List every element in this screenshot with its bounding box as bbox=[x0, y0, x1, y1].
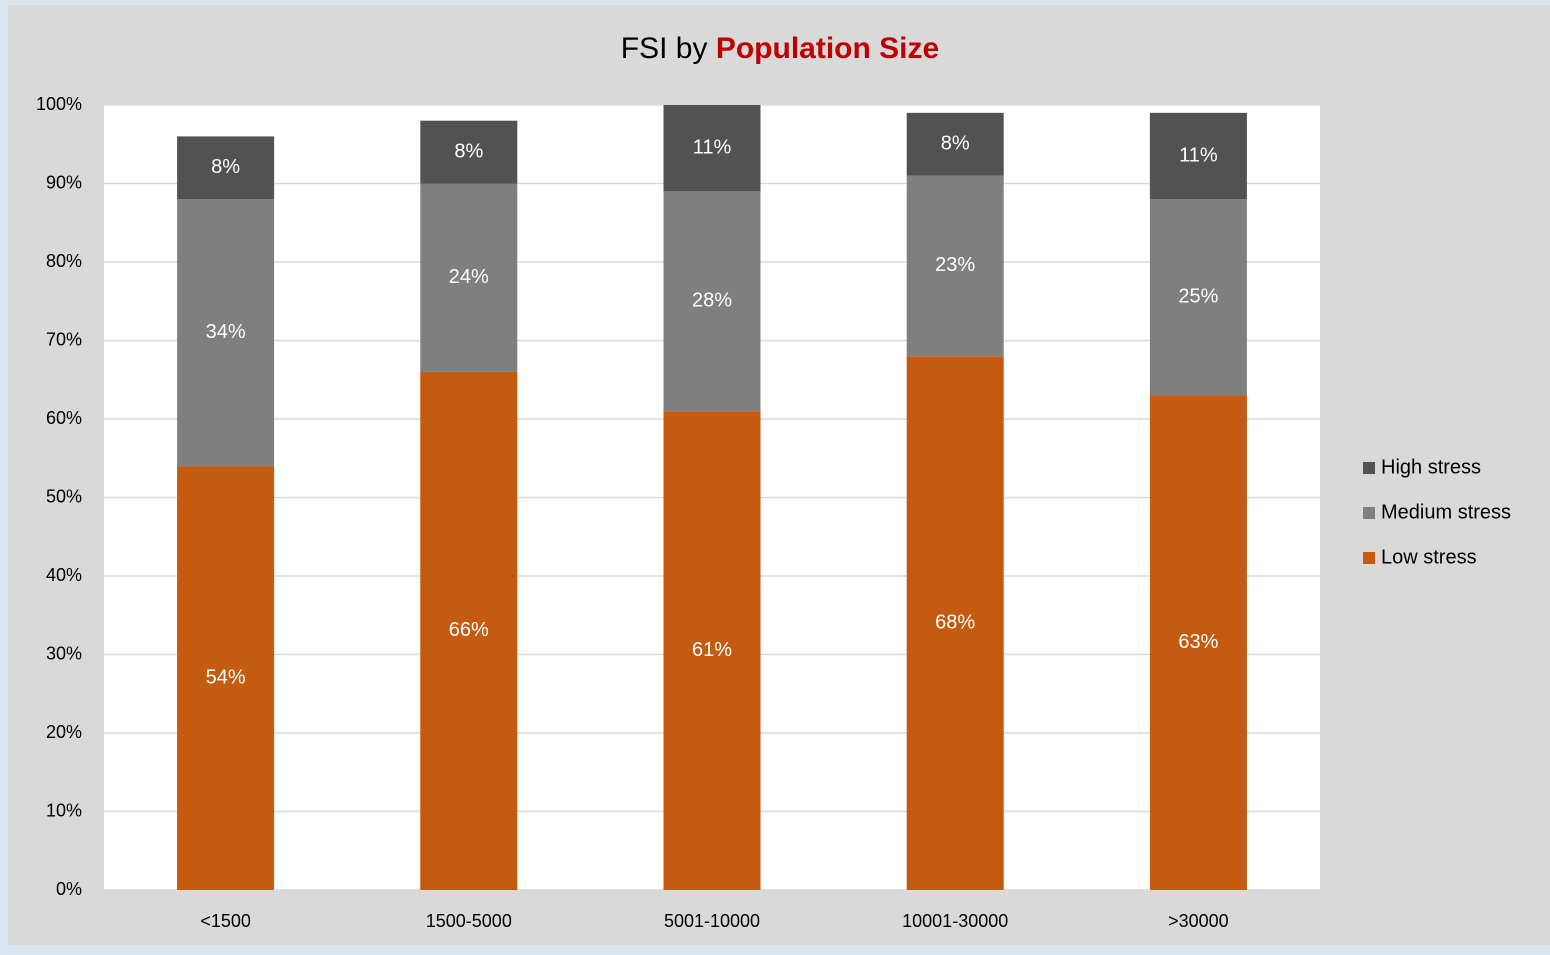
legend-label: Low stress bbox=[1381, 546, 1477, 568]
bar-segment bbox=[177, 199, 275, 467]
x-tick-label: 10001-30000 bbox=[902, 911, 1008, 931]
bar-segment bbox=[1149, 395, 1247, 890]
legend-label: Medium stress bbox=[1381, 501, 1511, 523]
data-label: 61% bbox=[692, 639, 732, 661]
y-tick-label: 10% bbox=[46, 800, 82, 820]
data-label: 63% bbox=[1178, 631, 1218, 653]
data-label: 34% bbox=[206, 321, 246, 343]
y-tick-label: 0% bbox=[56, 879, 82, 899]
legend-swatch bbox=[1363, 552, 1375, 564]
bar-segment bbox=[420, 371, 518, 890]
legend-label: High stress bbox=[1381, 456, 1481, 478]
bar-segment bbox=[177, 136, 275, 200]
y-tick-label: 50% bbox=[46, 486, 82, 506]
data-label: 8% bbox=[211, 156, 240, 178]
bar-segment bbox=[420, 120, 518, 184]
data-label: 23% bbox=[935, 254, 975, 276]
data-label: 11% bbox=[693, 136, 732, 158]
x-tick-label: >30000 bbox=[1168, 911, 1229, 931]
title-text: FSI by bbox=[621, 32, 708, 65]
bar-segment bbox=[906, 356, 1004, 890]
bar-segment bbox=[177, 466, 275, 890]
bar-segment bbox=[906, 112, 1004, 176]
legend-swatch bbox=[1363, 507, 1375, 519]
bar-segment bbox=[420, 183, 518, 372]
title-emphasis: Population Size bbox=[716, 32, 939, 65]
data-label: 8% bbox=[941, 133, 970, 155]
data-label: 66% bbox=[449, 619, 489, 641]
data-label: 68% bbox=[935, 611, 975, 633]
y-tick-label: 60% bbox=[46, 408, 82, 428]
x-tick-label: 5001-10000 bbox=[664, 911, 760, 931]
chart-title: FSI by Population Size bbox=[621, 32, 939, 65]
y-tick-label: 90% bbox=[46, 172, 82, 192]
y-tick-label: 100% bbox=[36, 94, 82, 114]
data-label: 11% bbox=[1179, 144, 1218, 166]
data-label: 54% bbox=[206, 666, 246, 688]
bar-segment bbox=[1149, 112, 1247, 200]
data-label: 25% bbox=[1178, 286, 1218, 308]
data-label: 28% bbox=[692, 290, 732, 312]
bar-segment bbox=[906, 175, 1004, 357]
y-tick-label: 80% bbox=[46, 251, 82, 271]
y-tick-label: 40% bbox=[46, 565, 82, 585]
data-label: 24% bbox=[449, 266, 489, 288]
bar-segment bbox=[663, 105, 761, 192]
data-label: 8% bbox=[454, 140, 483, 162]
y-tick-label: 30% bbox=[46, 643, 82, 663]
x-tick-label: <1500 bbox=[200, 911, 251, 931]
bar-segment bbox=[663, 191, 761, 412]
y-tick-label: 70% bbox=[46, 329, 82, 349]
bar-segment bbox=[663, 411, 761, 890]
x-tick-label: 1500-5000 bbox=[426, 911, 512, 931]
bar-segment bbox=[1149, 199, 1247, 396]
y-tick-label: 20% bbox=[46, 722, 82, 742]
legend-swatch bbox=[1363, 462, 1375, 474]
